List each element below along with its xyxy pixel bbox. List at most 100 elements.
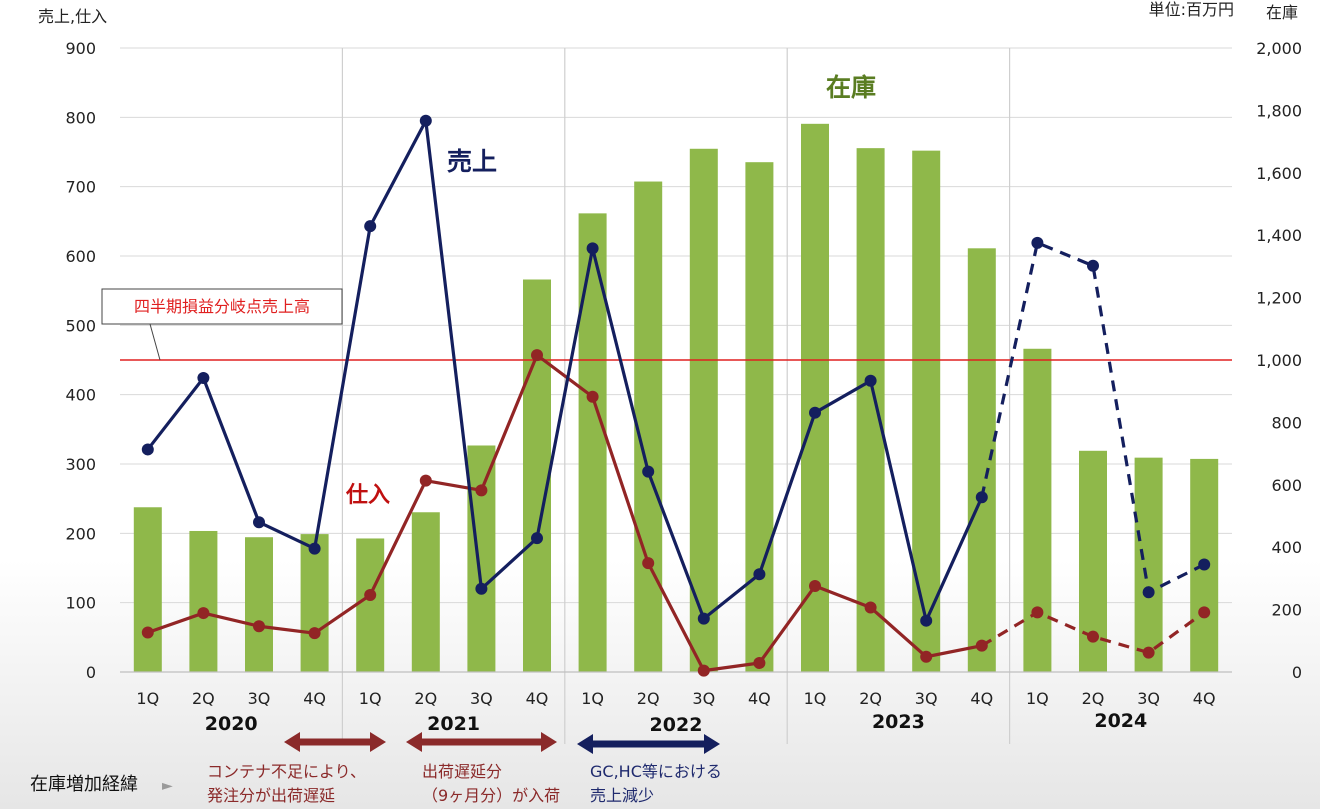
left-tick-label: 0 <box>86 663 96 682</box>
left-axis-label: 売上,仕入 <box>38 7 107 26</box>
note-3-text: 売上減少 <box>590 786 654 805</box>
inventory-bar <box>1134 457 1163 672</box>
year-label: 2022 <box>650 714 703 736</box>
year-label: 2021 <box>427 713 480 735</box>
quarter-label: 4Q <box>1193 689 1216 708</box>
note-1-text: コンテナ不足により、 <box>207 762 366 781</box>
sales-point <box>1198 558 1211 571</box>
inventory-series-label: 在庫 <box>826 73 876 102</box>
inventory-bar <box>245 537 273 672</box>
inventory-bar <box>467 445 496 672</box>
arrow-head-right <box>370 732 386 752</box>
breakeven-callout-box <box>101 288 343 325</box>
purchase-point <box>975 639 988 652</box>
sales-point <box>642 465 655 478</box>
inventory-bar <box>356 538 385 672</box>
purchase-point <box>364 589 377 602</box>
inventory-bar <box>856 148 885 673</box>
purchase-point <box>809 580 821 593</box>
quarter-label: 4Q <box>303 689 326 708</box>
purchase-point <box>531 349 543 362</box>
breakeven-callout-leader <box>149 323 161 361</box>
note-2-arrow <box>406 732 557 752</box>
right-tick-label: 600 <box>1271 476 1302 495</box>
left-tick-label: 900 <box>65 39 96 58</box>
purchase-point <box>141 626 154 639</box>
purchase-point <box>308 627 321 640</box>
sales-point <box>531 532 543 545</box>
inventory-bar <box>189 530 218 672</box>
left-tick-label: 200 <box>65 524 96 543</box>
inventory-bar <box>967 248 996 672</box>
year-label: 2020 <box>205 713 258 735</box>
arrow-head-left <box>406 732 422 752</box>
inventory-bar <box>411 512 440 672</box>
sales-point <box>419 114 432 127</box>
sales-point <box>809 406 821 419</box>
right-tick-label: 1,600 <box>1256 164 1302 183</box>
quarter-label: 1Q <box>804 689 827 708</box>
note-2-text: （9ヶ月分）が入荷 <box>422 786 560 805</box>
arrow-head-left <box>284 732 300 752</box>
purchase-line-dashed <box>980 610 1206 655</box>
purchase-point <box>753 656 766 669</box>
inventory-bar <box>300 534 329 672</box>
right-tick-label: 1,400 <box>1256 226 1302 245</box>
right-tick-label: 0 <box>1292 663 1302 682</box>
quarter-label: 3Q <box>248 689 271 708</box>
purchase-point <box>1087 630 1099 643</box>
sales-point <box>864 374 877 387</box>
sales-point <box>753 568 766 581</box>
sales-series-label: 売上 <box>447 147 497 176</box>
quarter-label: 2Q <box>637 689 660 708</box>
purchase-point <box>1198 606 1211 619</box>
quarter-label: 3Q <box>470 689 493 708</box>
quarter-label: 3Q <box>915 689 938 708</box>
right-tick-label: 1,200 <box>1256 289 1302 308</box>
year-label: 2023 <box>872 711 925 733</box>
sales-point <box>475 582 488 595</box>
inventory-increase-heading: 在庫増加経緯 <box>30 774 138 795</box>
purchase-point <box>197 607 210 620</box>
quarter-label: 2Q <box>192 689 215 708</box>
sales-point <box>1142 586 1155 599</box>
inventory-bar <box>634 181 663 672</box>
purchase-point <box>1031 606 1044 619</box>
pointer-icon: ► <box>162 778 173 794</box>
sales-line-dashed <box>980 241 1205 594</box>
left-tick-label: 100 <box>65 594 96 613</box>
purchase-series-label: 仕入 <box>345 483 390 508</box>
sales-point <box>1087 259 1099 272</box>
quarter-label: 2Q <box>414 689 437 708</box>
breakeven-label: 四半期損益分岐点売上高 <box>134 297 310 316</box>
right-tick-label: 2,000 <box>1256 39 1302 58</box>
right-axis-label: 在庫 <box>1266 3 1298 22</box>
left-tick-label: 300 <box>65 455 96 474</box>
sales-point <box>697 612 710 625</box>
purchase-line-solid <box>147 353 983 673</box>
sales-point <box>586 242 599 255</box>
note-3-arrow <box>577 734 720 754</box>
quarter-label: 1Q <box>136 689 159 708</box>
note-1-text: 発注分が出荷遅延 <box>207 786 335 805</box>
left-tick-label: 700 <box>65 178 96 197</box>
purchase-point <box>642 557 655 570</box>
sales-point <box>253 516 265 529</box>
arrow-head-right <box>541 732 557 752</box>
quarter-label: 2Q <box>1082 689 1105 708</box>
sales-point <box>975 491 988 504</box>
purchase-point <box>253 620 265 633</box>
purchase-point <box>475 484 488 497</box>
purchase-point <box>920 650 933 663</box>
note-3-text: GC,HC等における <box>590 762 722 781</box>
purchase-point <box>419 474 432 487</box>
quarter-label: 3Q <box>692 689 715 708</box>
inventory-bar <box>523 279 551 672</box>
quarter-label: 2Q <box>859 689 882 708</box>
inventory-bar <box>1023 348 1052 672</box>
left-tick-label: 600 <box>65 247 96 266</box>
sales-point <box>308 542 321 555</box>
right-tick-label: 1,800 <box>1256 101 1302 120</box>
quarter-label: 4Q <box>748 689 771 708</box>
